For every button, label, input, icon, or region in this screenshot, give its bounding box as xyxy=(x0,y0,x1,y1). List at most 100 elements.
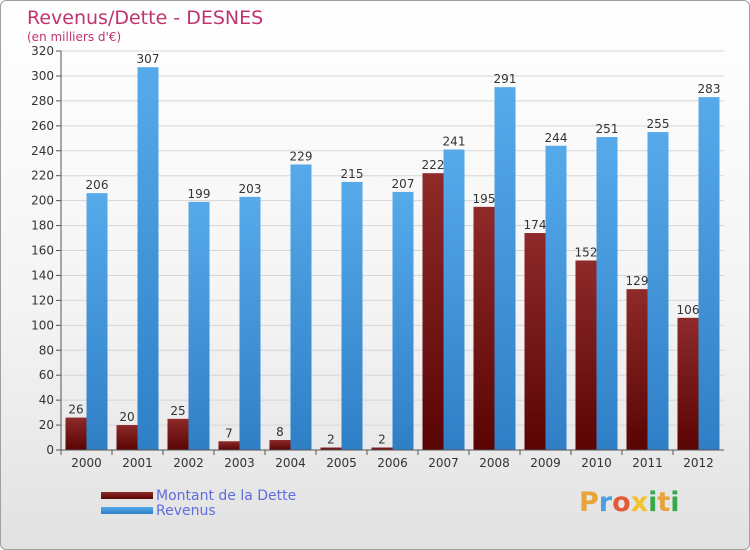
bar-dette xyxy=(473,206,495,450)
logo-letter: P xyxy=(579,487,599,518)
data-label-dette: 174 xyxy=(524,218,547,232)
data-label-dette: 195 xyxy=(473,192,496,206)
bar-dette xyxy=(269,440,291,450)
bar-revenus xyxy=(86,193,108,451)
legend-swatch-revenus xyxy=(101,507,153,514)
logo-letter: i xyxy=(670,487,680,518)
data-label-revenus: 307 xyxy=(137,52,160,66)
y-axis: 0 20 40 60 80 100 120 140 160 180 200 220 240 260 280 3… xyxy=(31,44,62,457)
bar-dette xyxy=(575,260,597,450)
bars: 2620620307251997203822922152207222241195… xyxy=(65,52,721,451)
bar-revenus xyxy=(188,201,210,450)
bar-revenus xyxy=(647,132,669,450)
data-label-dette: 8 xyxy=(276,425,284,439)
data-label-revenus: 229 xyxy=(290,149,313,163)
y-tick-label: 240 xyxy=(31,144,54,158)
logo-letter: i xyxy=(648,487,658,518)
y-tick-label: 120 xyxy=(31,293,54,307)
x-tick-label: 2002 xyxy=(173,456,204,470)
data-label-dette: 7 xyxy=(225,426,233,440)
y-tick-label: 300 xyxy=(31,69,54,83)
y-tick-label: 160 xyxy=(31,244,54,258)
x-tick-label: 2011 xyxy=(632,456,663,470)
legend-label-revenus: Revenus xyxy=(156,502,216,519)
bar-dette xyxy=(116,425,138,450)
bar-revenus xyxy=(596,137,618,451)
x-tick-label: 2010 xyxy=(581,456,612,470)
x-axis: 2000 2001 2002 2003 2004 2005 2006 2007 2008 2009… xyxy=(60,449,724,470)
x-tick-label: 2008 xyxy=(479,456,510,470)
data-label-dette: 25 xyxy=(170,404,185,418)
x-tick-label: 2007 xyxy=(428,456,459,470)
x-tick-label: 2004 xyxy=(275,456,306,470)
bar-dette xyxy=(320,447,342,450)
y-tick-label: 220 xyxy=(31,169,54,183)
data-label-revenus: 244 xyxy=(545,131,568,145)
bar-revenus xyxy=(392,191,414,450)
y-tick-label: 0 xyxy=(46,443,54,457)
y-tick-label: 80 xyxy=(39,343,54,357)
bar-revenus xyxy=(443,149,465,451)
data-label-dette: 152 xyxy=(575,245,598,259)
logo-letter: t xyxy=(657,487,671,518)
bar-dette xyxy=(371,447,393,450)
data-label-revenus: 203 xyxy=(239,182,262,196)
bar-dette xyxy=(65,417,87,450)
y-tick-label: 100 xyxy=(31,318,54,332)
bar-dette xyxy=(524,233,546,450)
data-label-revenus: 251 xyxy=(596,122,619,136)
y-tick-label: 20 xyxy=(39,418,54,432)
data-label-revenus: 291 xyxy=(494,72,517,86)
y-tick-label: 260 xyxy=(31,119,54,133)
bar-dette xyxy=(167,418,189,450)
logo-letter: o xyxy=(612,487,631,518)
data-label-revenus: 283 xyxy=(698,82,721,96)
x-tick-label: 2000 xyxy=(71,456,102,470)
data-label-revenus: 255 xyxy=(647,117,670,131)
chart-title: Revenus/Dette - DESNES xyxy=(27,7,264,29)
y-tick-label: 280 xyxy=(31,94,54,108)
y-tick-label: 60 xyxy=(39,368,54,382)
bar-revenus xyxy=(290,164,312,450)
legend-swatch-dette xyxy=(101,492,153,499)
data-label-dette: 129 xyxy=(626,274,649,288)
bar-revenus xyxy=(137,67,159,450)
bar-dette xyxy=(677,317,699,450)
data-label-dette: 2 xyxy=(378,433,386,447)
y-tick-label: 40 xyxy=(39,393,54,407)
bar-revenus xyxy=(545,145,567,450)
chart-subtitle: (en milliers d'€) xyxy=(27,30,122,44)
y-tick-label: 200 xyxy=(31,194,54,208)
data-label-dette: 222 xyxy=(422,158,445,172)
y-tick-label: 140 xyxy=(31,268,54,282)
bar-revenus xyxy=(341,181,363,450)
logo-letter: r xyxy=(598,487,613,518)
data-label-dette: 2 xyxy=(327,433,335,447)
data-label-revenus: 241 xyxy=(443,135,466,149)
x-tick-label: 2001 xyxy=(122,456,153,470)
legend-item-revenus: Revenus xyxy=(101,502,296,519)
bar-revenus xyxy=(494,87,516,451)
data-label-revenus: 206 xyxy=(86,178,109,192)
data-label-revenus: 215 xyxy=(341,167,364,181)
x-tick-label: 2012 xyxy=(683,456,714,470)
bar-dette xyxy=(422,173,444,450)
legend-label-dette: Montant de la Dette xyxy=(156,487,297,504)
y-tick-label: 180 xyxy=(31,219,54,233)
x-tick-label: 2006 xyxy=(377,456,408,470)
x-tick-label: 2003 xyxy=(224,456,255,470)
legend-item-dette: Montant de la Dette xyxy=(101,487,297,504)
data-label-revenus: 199 xyxy=(188,187,211,201)
data-label-dette: 26 xyxy=(68,403,83,417)
data-label-dette: 106 xyxy=(677,303,700,317)
x-tick-label: 2009 xyxy=(530,456,561,470)
x-tick-label: 2005 xyxy=(326,456,357,470)
data-label-revenus: 207 xyxy=(392,177,415,191)
bar-dette xyxy=(218,441,240,450)
proxiti-logo: Proxiti xyxy=(579,487,680,518)
bar-dette xyxy=(626,289,648,450)
logo-letter: x xyxy=(630,487,649,518)
legend: Montant de la Dette Revenus xyxy=(101,487,297,519)
